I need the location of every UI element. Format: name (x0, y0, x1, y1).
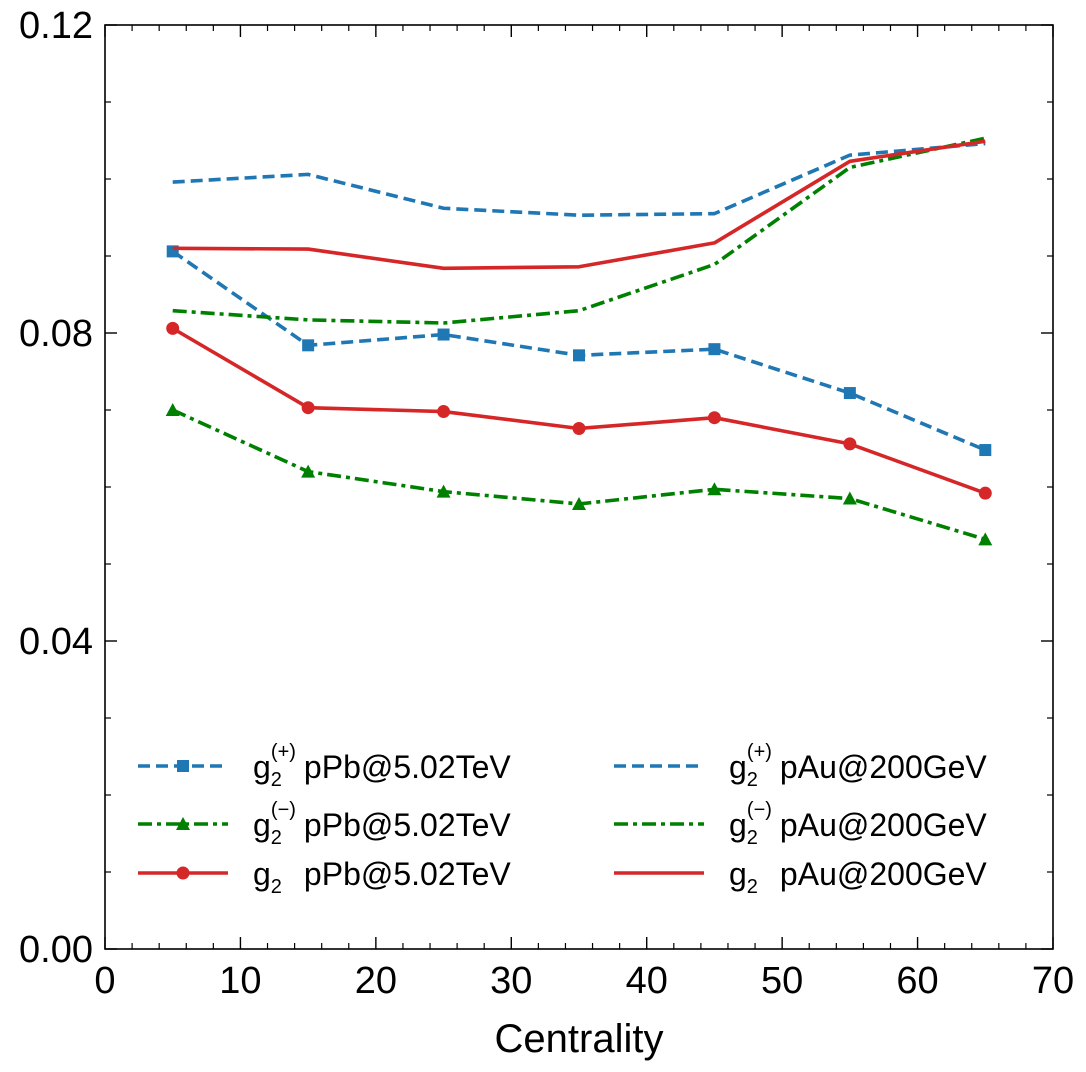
series-g2p_ppb (166, 245, 992, 457)
x-tick-label: 70 (1032, 960, 1074, 1002)
data-point-g2m_ppb (978, 532, 993, 546)
series-line-g2m_pau (172, 136, 986, 325)
data-point-g2_ppb (572, 421, 586, 435)
x-tick-label: 60 (896, 960, 938, 1002)
series-line-g2_pau (172, 139, 986, 271)
data-point-g2_ppb (437, 405, 451, 419)
data-point-g2_ppb (978, 486, 992, 500)
series-g2_pau (172, 139, 986, 271)
legend-label: g2(−) pAu@200GeV (729, 799, 987, 849)
data-point-g2p_ppb (843, 387, 856, 400)
legend-entry-g2m_ppb: g2(−) pPb@5.02TeV (138, 799, 511, 849)
x-tick-label: 40 (626, 960, 668, 1002)
data-point-g2m_ppb (436, 484, 451, 498)
legend-label: g2 pAu@200GeV (729, 856, 987, 898)
legend-label: g2(−) pPb@5.02TeV (253, 799, 511, 849)
legend-marker (177, 760, 189, 772)
legend-marker (176, 866, 190, 880)
legend-entry-g2_ppb: g2 pPb@5.02TeV (138, 856, 511, 898)
data-point-g2_ppb (166, 321, 180, 335)
data-point-g2p_ppb (437, 328, 450, 341)
data-point-g2_ppb (843, 437, 857, 451)
legend-entry-g2_pau: g2 pAu@200GeV (614, 856, 987, 898)
series-layer (165, 136, 993, 546)
legend-entry-g2m_pau: g2(−) pAu@200GeV (614, 799, 987, 849)
data-point-g2m_ppb (707, 482, 722, 496)
series-g2_ppb (166, 321, 992, 500)
data-point-g2m_ppb (165, 403, 180, 416)
data-point-g2m_ppb (842, 491, 857, 505)
data-point-g2p_ppb (708, 343, 721, 356)
x-tick-label: 0 (94, 960, 115, 1002)
x-tick-label: 30 (490, 960, 532, 1002)
axis-ticks: 0 10 20 30 40 50 60 70 0.00 0.04 0.08 0.12 (19, 5, 1074, 1002)
y-tick-label: 0.00 (19, 929, 93, 971)
legend-entry-g2p_ppb: g2(+) pPb@5.02TeV (138, 741, 511, 791)
y-tick-label: 0.04 (19, 621, 93, 663)
series-g2m_ppb (165, 403, 993, 546)
x-tick-label: 20 (355, 960, 397, 1002)
x-tick-label: 50 (761, 960, 803, 1002)
data-point-g2p_ppb (302, 339, 315, 352)
series-line-g2p_pau (172, 141, 986, 217)
data-point-g2p_ppb (573, 349, 585, 362)
y-tick-label: 0.12 (19, 5, 93, 47)
data-point-g2m_ppb (301, 464, 316, 478)
series-g2p_pau (172, 141, 986, 217)
data-point-g2_ppb (707, 411, 721, 425)
y-tick-label: 0.08 (19, 313, 93, 355)
data-point-g2p_ppb (979, 444, 992, 457)
legend-label: g2(+) pPb@5.02TeV (253, 741, 511, 791)
legend-label: g2 pPb@5.02TeV (253, 856, 511, 898)
legend-label: g2(+) pAu@200GeV (729, 741, 987, 791)
data-point-g2m_ppb (572, 496, 586, 510)
x-tick-label: 10 (219, 960, 261, 1002)
legend-marker (176, 817, 190, 830)
data-point-g2_ppb (301, 401, 315, 415)
legend: g2(+) pPb@5.02TeV g2(−) pPb@5.02TeV g2 pPb@5.… (138, 741, 987, 898)
legend-entry-g2p_pau: g2(+) pAu@200GeV (614, 741, 987, 791)
x-axis-title: Centrality (495, 1017, 664, 1061)
series-g2m_pau (172, 136, 986, 325)
